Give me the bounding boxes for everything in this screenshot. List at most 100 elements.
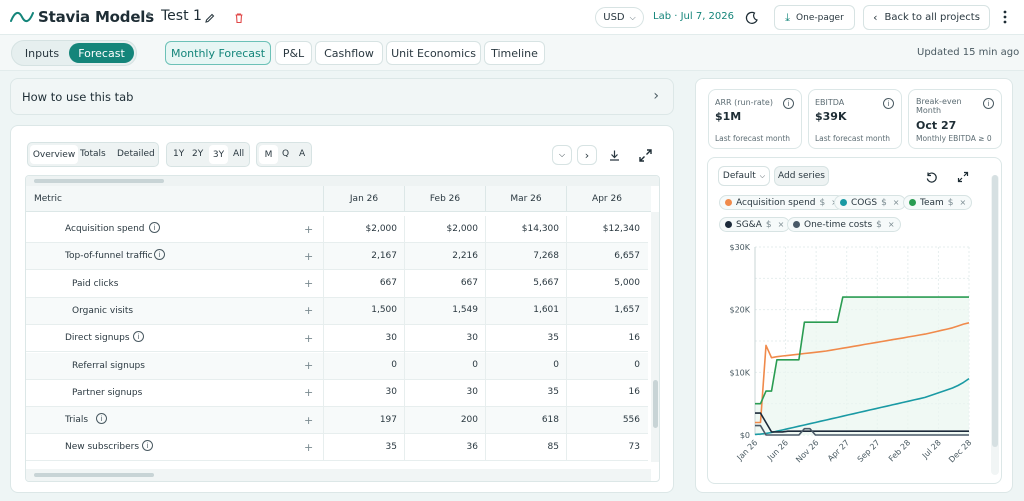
chevron-down-icon: ⌵ <box>759 171 766 180</box>
expand-row-icon[interactable]: + <box>304 277 314 291</box>
tab-forecast[interactable]: Forecast <box>69 43 134 63</box>
edit-icon[interactable] <box>202 10 218 26</box>
table-cell: 35 <box>323 433 397 461</box>
expand-row-icon[interactable]: + <box>304 386 314 400</box>
kpi-value: Oct 27 <box>916 119 957 132</box>
back-label: Back to all projects <box>884 12 980 23</box>
grain-quarter[interactable]: Q <box>282 149 290 159</box>
tab-unit-economics[interactable]: Unit Economics <box>386 41 481 65</box>
table-row: New subscribers i +35 36 85 73 <box>26 433 648 462</box>
expand-icon[interactable] <box>634 144 656 166</box>
series-unit: $ <box>947 197 954 208</box>
table-cell: 197 <box>323 406 397 434</box>
next-button[interactable]: › <box>577 145 597 165</box>
series-line-cogs[interactable] <box>754 377 970 436</box>
series-line-sg-a[interactable] <box>755 412 969 433</box>
info-icon[interactable]: i <box>783 98 794 109</box>
preset-value: Default <box>722 171 756 181</box>
range-2y[interactable]: 2Y <box>192 149 204 159</box>
tab-timeline[interactable]: Timeline <box>484 41 545 65</box>
currency-select[interactable]: USD ⌵ <box>595 7 644 28</box>
table-cell: 35 <box>485 379 559 407</box>
tab-inputs[interactable]: Inputs <box>24 46 60 60</box>
table-bottom-scrollbar[interactable] <box>26 469 651 481</box>
row-label: Referral signups <box>72 360 145 371</box>
info-icon[interactable]: i <box>133 331 144 343</box>
reset-icon[interactable] <box>922 168 940 186</box>
column-header: Jan 26 <box>323 186 404 212</box>
back-to-projects-button[interactable]: ‹ Back to all projects <box>863 5 990 30</box>
expand-row-icon[interactable]: + <box>304 440 314 454</box>
info-icon[interactable]: i <box>96 413 107 425</box>
chart-scrollbar[interactable] <box>991 175 999 475</box>
tab-cashflow[interactable]: Cashflow <box>315 41 383 65</box>
expand-icon[interactable] <box>954 168 972 186</box>
remove-series-icon[interactable]: × <box>892 198 900 207</box>
table-top-scrollbar[interactable] <box>26 176 659 186</box>
tab-monthly-forecast[interactable]: Monthly Forecast <box>165 41 271 65</box>
x-tick-label: Feb 28 <box>887 438 912 463</box>
table-cell: 30 <box>404 324 478 352</box>
range-3y[interactable]: 3Y <box>209 145 228 164</box>
series-line-acquisition-spend[interactable] <box>755 322 970 424</box>
preset-select[interactable]: Default ⌵ <box>718 166 770 186</box>
row-label: Trials <box>65 415 89 426</box>
table-cell: 6,657 <box>566 242 640 270</box>
grain-month[interactable]: M <box>259 145 278 164</box>
x-tick-label: Jul 28 <box>920 438 943 461</box>
expand-row-icon[interactable]: + <box>304 249 314 263</box>
view-detailed[interactable]: Detailed <box>117 149 155 159</box>
expand-row-icon[interactable]: + <box>304 413 314 427</box>
expand-row-icon[interactable]: + <box>304 331 314 345</box>
collapse-button[interactable]: ⌵ <box>552 145 572 165</box>
view-totals[interactable]: Totals <box>80 149 106 159</box>
tab-pl[interactable]: P&L <box>275 41 312 65</box>
expand-row-icon[interactable]: + <box>304 359 314 372</box>
lab-date: Lab · Jul 7, 2026 <box>653 11 734 22</box>
row-label: Partner signups <box>72 387 143 398</box>
series-color-dot <box>840 199 847 206</box>
metric-header: Metric <box>34 194 62 204</box>
how-to-panel[interactable]: How to use this tab › <box>10 78 674 115</box>
table-cell: 30 <box>323 324 397 352</box>
add-series-button[interactable]: Add series <box>774 166 829 186</box>
info-icon[interactable]: i <box>142 440 153 452</box>
chevron-down-icon: ⌵ <box>629 12 636 22</box>
series-chip[interactable]: SG&A $ × <box>719 217 791 232</box>
expand-row-icon[interactable]: + <box>304 304 314 318</box>
series-unit: $ <box>876 219 882 230</box>
column-header: Apr 26 <box>566 186 647 212</box>
range-all[interactable]: All <box>233 149 245 159</box>
table-vertical-scrollbar[interactable] <box>651 212 659 462</box>
dark-mode-icon[interactable] <box>743 9 761 27</box>
x-tick-label: Jun 26 <box>765 438 790 463</box>
row-label: Paid clicks <box>72 278 119 289</box>
table-cell: 5,000 <box>566 270 640 298</box>
info-icon[interactable]: i <box>883 98 894 109</box>
grain-annual[interactable]: A <box>299 149 306 159</box>
delete-icon[interactable] <box>231 10 247 26</box>
more-options-icon[interactable] <box>998 8 1012 26</box>
info-icon[interactable]: i <box>983 98 994 109</box>
x-tick-label: Dec 28 <box>947 438 973 464</box>
series-chip[interactable]: One-time costs $ × <box>787 217 901 232</box>
table-cell: 36 <box>404 433 478 461</box>
remove-series-icon[interactable]: × <box>777 220 785 229</box>
info-icon[interactable]: i <box>154 249 165 261</box>
info-icon[interactable]: i <box>149 222 160 233</box>
remove-series-icon[interactable]: × <box>959 198 967 207</box>
series-chip[interactable]: Team $ × <box>903 195 973 210</box>
one-pager-button[interactable]: ⤓ One-pager <box>774 5 855 30</box>
range-1y[interactable]: 1Y <box>173 149 185 159</box>
table-cell: 667 <box>404 270 478 298</box>
remove-series-icon[interactable]: × <box>887 220 895 229</box>
series-chip[interactable]: COGS $ × <box>834 195 906 210</box>
expand-row-icon[interactable]: + <box>304 222 314 236</box>
series-line-team[interactable] <box>755 296 969 405</box>
table-row: Referral signups +0 0 0 0 <box>26 352 648 380</box>
kpi-title: Break-even Month <box>916 97 962 115</box>
series-chip[interactable]: Acquisition spend$× <box>719 195 844 210</box>
series-line-one-time-costs[interactable] <box>755 424 969 436</box>
view-overview[interactable]: Overview <box>30 145 78 164</box>
download-icon[interactable] <box>604 145 624 165</box>
